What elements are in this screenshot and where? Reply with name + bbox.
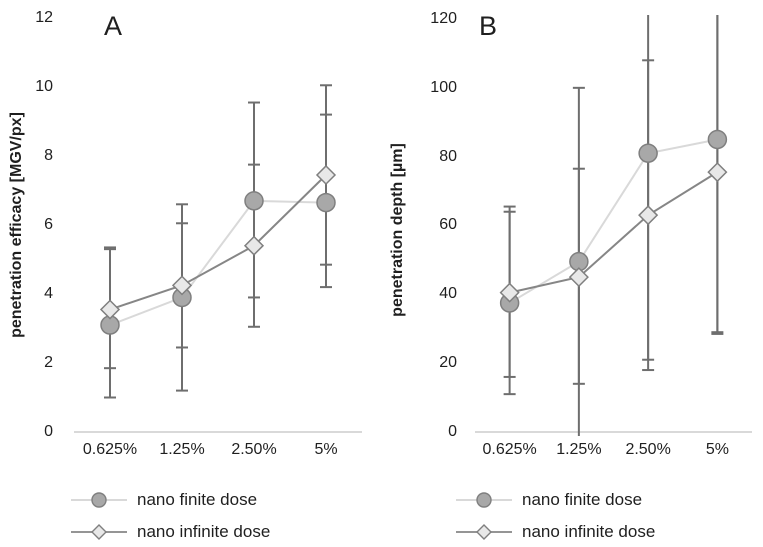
y-axis-title-b: penetration depth [µm]	[389, 143, 406, 317]
y-tick-label: 20	[439, 354, 457, 372]
data-point-diamond	[99, 299, 121, 320]
panel-letter-a: A	[104, 11, 123, 41]
x-axis-ticks-b: 0.625% 1.25% 2.50% 5%	[475, 440, 752, 460]
y-tick-label: 120	[430, 10, 457, 27]
y-tick-label: 80	[439, 147, 457, 165]
error-bars-diamond	[104, 84, 332, 370]
data-point-diamond	[499, 282, 520, 303]
data-point-circle	[316, 192, 336, 213]
legend-sample-infinite-diamond-icon	[71, 524, 127, 540]
legend-label-infinite: nano infinite dose	[137, 522, 271, 541]
legend-item-infinite: nano infinite dose	[70, 516, 270, 547]
legend-sample-infinite-diamond-icon	[456, 524, 512, 540]
y-axis-ticks-a: 12 10 8 6 4 2 0	[16, 8, 53, 442]
legend-sample-finite-circle-icon	[71, 492, 127, 508]
x-tick-label: 2.50%	[625, 441, 671, 458]
y-tick-label: 0	[448, 422, 457, 440]
legend-item-finite: nano finite dose	[455, 484, 655, 516]
data-point-diamond	[568, 267, 589, 288]
legend-sample-finite-circle-icon	[456, 492, 512, 508]
data-point-circle	[244, 191, 264, 211]
data-point-diamond	[315, 164, 337, 186]
data-point-diamond	[638, 205, 659, 226]
legend-panel-b: nano finite dose nano infinite dose	[455, 484, 655, 547]
y-tick-label: 0	[44, 423, 53, 440]
legend-label-finite: nano finite dose	[137, 490, 258, 509]
legend-label-finite: nano finite dose	[522, 490, 643, 509]
x-axis-ticks-a: 0.625% 1.25% 2.50% 5%	[74, 440, 362, 460]
data-point-diamond	[171, 275, 193, 296]
y-tick-label: 40	[439, 285, 457, 303]
x-tick-label: 5%	[705, 441, 729, 458]
data-point-diamond	[707, 162, 728, 183]
y-tick-label: 6	[44, 216, 53, 233]
series-line-circle	[109, 199, 327, 326]
data-point-circle	[707, 129, 728, 150]
legend-panel-a: nano finite dose nano infinite dose	[70, 484, 270, 547]
y-tick-label: 2	[44, 354, 53, 371]
y-tick-label: 10	[35, 78, 53, 95]
series-line-diamond	[109, 174, 327, 311]
panel-letter-b: B	[479, 11, 498, 41]
x-tick-label: 0.625%	[82, 441, 138, 458]
series-line-circle	[509, 138, 718, 304]
data-point-circle	[638, 143, 658, 163]
x-tick-label: 2.50%	[231, 441, 277, 458]
data-point-diamond	[243, 235, 265, 256]
series-line-diamond	[509, 171, 718, 294]
legend-item-infinite: nano infinite dose	[455, 516, 655, 547]
y-tick-label: 100	[430, 78, 457, 96]
legend-label-infinite: nano infinite dose	[522, 522, 656, 541]
x-tick-label: 0.625%	[482, 441, 537, 458]
y-axis-ticks-b: 120 100 80 60 40 20 0	[415, 9, 457, 442]
legend-item-finite: nano finite dose	[70, 484, 270, 516]
y-tick-label: 60	[439, 216, 457, 234]
error-bars-diamond	[503, 15, 724, 385]
error-bars-circle	[503, 15, 724, 436]
y-tick-label: 4	[44, 285, 53, 302]
x-tick-label: 5%	[314, 441, 338, 458]
x-tick-label: 1.25%	[159, 441, 205, 458]
x-tick-label: 1.25%	[556, 441, 602, 458]
y-tick-label: 12	[35, 9, 53, 26]
y-tick-label: 8	[44, 147, 53, 164]
